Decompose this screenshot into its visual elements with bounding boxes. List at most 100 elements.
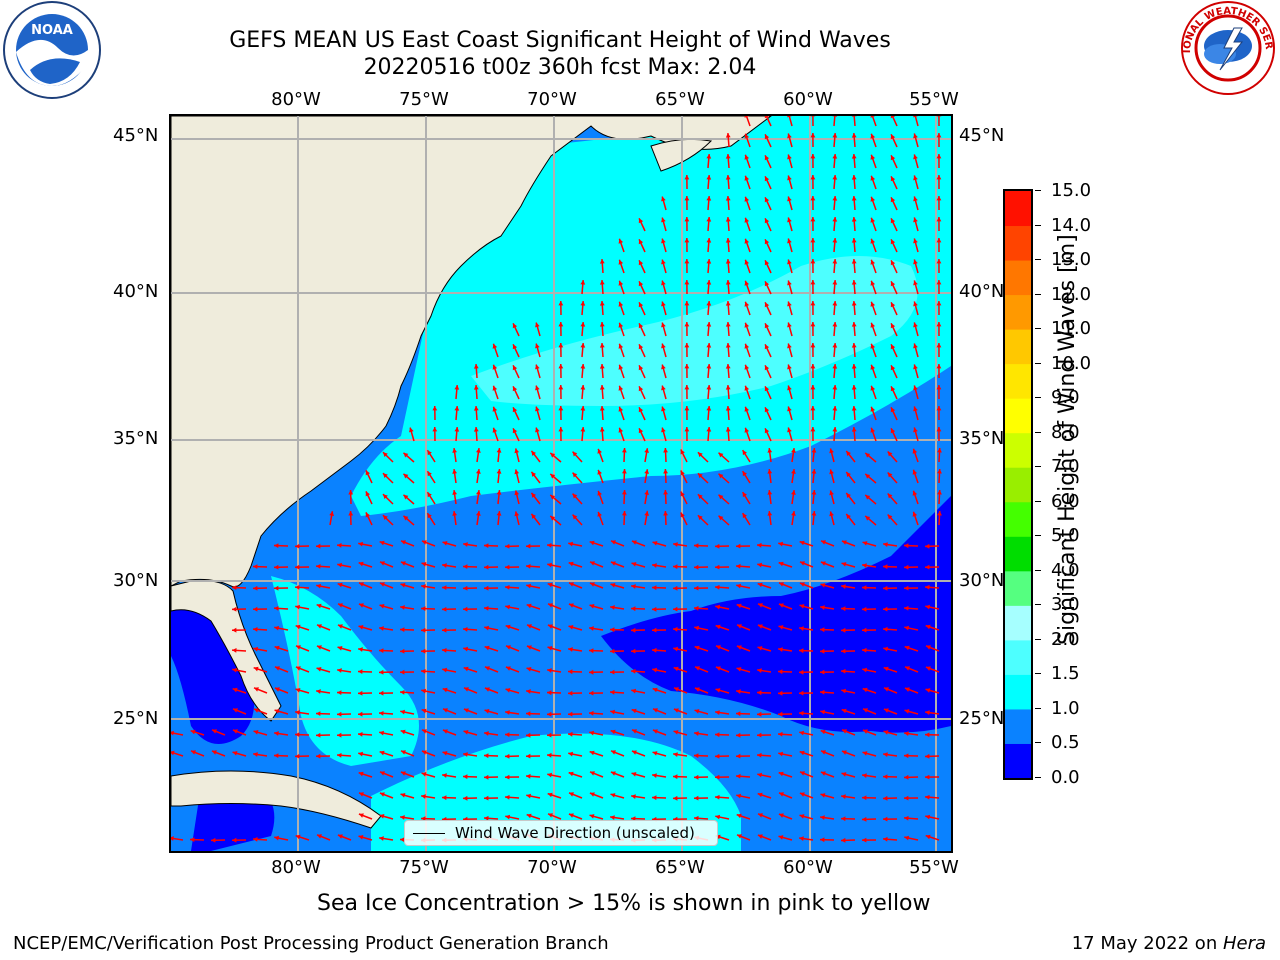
wave-arrow [936, 195, 942, 211]
wave-arrow [936, 426, 942, 442]
wave-arrow [725, 237, 731, 253]
wave-arrow [819, 689, 835, 695]
wave-arrow [841, 584, 856, 589]
wave-arrow [841, 750, 856, 757]
wave-arrow [725, 405, 731, 421]
wave-arrow [484, 666, 499, 673]
wave-arrow [787, 322, 793, 337]
wave-arrow [514, 490, 520, 505]
wave-arrow [672, 606, 688, 612]
wave-arrow [630, 648, 646, 654]
wave-arrow [913, 406, 919, 421]
wave-arrow [492, 427, 499, 442]
wave-arrow [568, 625, 583, 631]
wave-arrow [357, 690, 373, 696]
wave-arrow [525, 563, 541, 569]
wave-arrow [791, 469, 796, 484]
wave-arrow [473, 384, 479, 400]
wave-arrow [799, 582, 814, 589]
wave-arrow [912, 469, 919, 484]
wave-arrow [652, 563, 667, 568]
wave-arrow [706, 174, 712, 190]
legend-line [413, 833, 445, 834]
wave-arrow [799, 792, 814, 799]
wave-arrow [890, 301, 898, 316]
colorbar-tick-mark [1035, 224, 1041, 226]
wave-arrow [337, 834, 352, 841]
wave-arrow [597, 448, 604, 463]
wave-arrow [851, 237, 857, 253]
wave-arrow [567, 711, 583, 717]
colorbar-tick-label: 0.5 [1051, 732, 1080, 754]
wave-arrow [870, 259, 877, 274]
wave-arrow [622, 468, 627, 484]
wave-arrow [829, 469, 835, 484]
wave-arrow [441, 627, 457, 633]
wave-arrow [778, 813, 793, 820]
wave-arrow [476, 490, 481, 505]
wave-arrow [661, 301, 667, 316]
wave-arrow [819, 627, 835, 633]
wave-arrow [903, 815, 919, 821]
wave-arrow [714, 564, 730, 570]
wave-arrow [680, 470, 688, 484]
wave-arrow [936, 363, 942, 379]
wave-arrow [757, 646, 772, 652]
wave-arrow [840, 627, 856, 633]
wave-arrow [764, 238, 772, 253]
wave-arrow [925, 666, 940, 673]
wave-arrow [231, 606, 247, 612]
wave-arrow [547, 792, 562, 799]
colorbar-tick-mark [1035, 397, 1041, 399]
wave-arrow [890, 343, 898, 358]
wave-arrow [441, 795, 457, 801]
wave-arrow [680, 491, 688, 505]
wave-arrow [558, 321, 564, 337]
wave-arrow [526, 689, 541, 694]
wave-arrow [580, 426, 586, 442]
wave-arrow [725, 363, 731, 379]
wave-arrow [764, 154, 772, 169]
wave-arrow [337, 603, 352, 610]
wave-arrow [505, 814, 520, 820]
colorbar [1003, 189, 1033, 780]
wave-arrow [694, 625, 709, 631]
wave-arrow [883, 708, 898, 715]
wave-arrow [294, 543, 310, 549]
wave-arrow [673, 752, 688, 757]
lat-label-right: 45°N [959, 125, 1005, 146]
wave-arrow [610, 793, 625, 799]
wave-arrow [504, 794, 520, 800]
wave-arrow [890, 322, 898, 337]
wave-arrow [505, 688, 520, 694]
wave-arrow [832, 216, 838, 232]
wave-arrow [462, 795, 478, 801]
wave-arrow [819, 837, 835, 843]
wave-arrow [787, 116, 793, 127]
wave-arrow [851, 216, 857, 232]
wave-arrow [252, 564, 268, 570]
wave-arrow [744, 175, 751, 190]
wave-arrow [452, 490, 458, 505]
wave-arrow [588, 690, 604, 696]
lon-label-bottom: 55°W [909, 857, 959, 878]
wave-arrow [798, 710, 814, 716]
wave-arrow [400, 709, 415, 715]
wave-arrow [756, 542, 772, 548]
wave-arrow [484, 731, 499, 736]
wave-arrow [870, 364, 877, 379]
wave-arrow [252, 585, 268, 591]
svg-text:NOAA: NOAA [31, 23, 73, 38]
wave-arrow [638, 364, 646, 379]
wave-arrow [651, 606, 667, 612]
wave-arrow [505, 645, 520, 652]
wave-arrow [673, 666, 688, 673]
wave-arrow [337, 646, 352, 652]
footer-date: 17 May 2022 on Hera [1071, 933, 1266, 954]
wave-arrow [231, 627, 247, 633]
wave-arrow [736, 603, 751, 610]
ocean-band-0.0-0.5 [601, 496, 951, 733]
wave-arrow [672, 564, 688, 570]
wave-arrow [693, 605, 709, 611]
colorbar-segment [1005, 536, 1031, 572]
